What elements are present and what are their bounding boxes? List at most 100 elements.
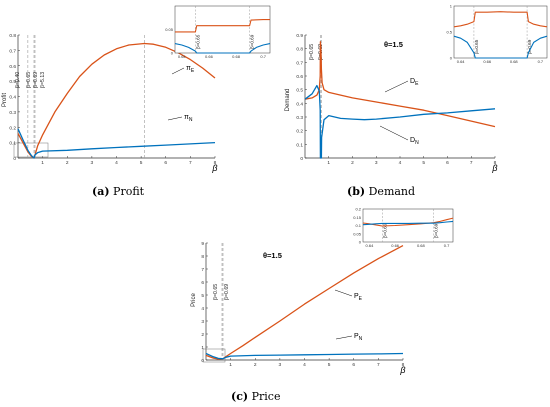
price-annotation: θ=1.5: [263, 251, 282, 260]
profit-zoom-box: [13, 142, 49, 158]
profit-inset-guide-label: β=0.65: [195, 34, 200, 49]
profit-series-label: πE: [186, 65, 195, 74]
profit-inset-guide-label: β=0.69: [250, 34, 255, 49]
demand-inset-guide-label: β=0.69: [527, 39, 532, 54]
price-y-tick-label: 1: [201, 345, 204, 351]
profit-inset-series-line: [175, 19, 270, 33]
demand-series-line: [304, 84, 496, 159]
profit-y-tick-label: 0: [13, 156, 16, 162]
profit-inset-x-tick-label: 0.64: [178, 54, 187, 59]
caption-b-text: Demand: [368, 185, 416, 198]
price-y-tick-label: 9: [201, 241, 204, 247]
demand-y-tick-label: 0.3: [296, 115, 303, 121]
demand-x-tick-label: 2: [351, 160, 354, 166]
profit-inset-series-line: [174, 43, 271, 54]
caption-a-label: (a): [92, 185, 110, 198]
profit-guide-label: β=0.69: [33, 72, 39, 88]
profit-guide-label: β=0.65: [26, 72, 32, 88]
profit-guide-label: β=0.40: [15, 72, 21, 88]
profit-series-line: [17, 42, 216, 159]
price-x-tick-label: 5: [328, 362, 331, 368]
price-y-tick-label: 4: [201, 306, 204, 312]
price-x-label: β: [399, 365, 405, 375]
profit-y-tick-label: 0.2: [9, 125, 16, 131]
price-y-tick-label: 2: [201, 332, 204, 338]
demand-inset-series-line: [453, 35, 548, 59]
price-label-pointer: [335, 335, 353, 340]
price-inset-series-line: [362, 217, 454, 227]
price-series-line: [205, 352, 404, 360]
profit-inset-frame: [174, 5, 271, 54]
profit-inset-y-tick-label: 0: [171, 51, 174, 56]
profit-y-tick-label: 0.6: [9, 64, 16, 70]
profit-y-tick-label: 0.4: [9, 95, 16, 101]
caption-a-text: Profit: [113, 185, 145, 198]
price-inset-y-tick-label: 0.05: [353, 231, 362, 236]
price-inset-y-tick-label: 0.15: [353, 215, 362, 220]
price-x-tick-label: 4: [303, 362, 306, 368]
profit-y-tick-label: 0.1: [9, 141, 16, 147]
profit-y-tick-label: 0.5: [9, 79, 16, 85]
demand-annotation: θ=1.5: [384, 40, 403, 49]
profit-x-tick-label: 7: [189, 160, 192, 166]
demand-series-label: DN: [410, 137, 419, 146]
profit-series-line: [17, 128, 216, 159]
demand-x-tick-label: 5: [422, 160, 425, 166]
demand-y-tick-label: 0.9: [296, 33, 303, 39]
price-inset-guide-label: β=0.69: [434, 223, 439, 238]
demand-y-tick-label: 0: [300, 156, 303, 162]
demand-inset-frame: [453, 5, 548, 59]
demand-y-tick-label: 0.2: [296, 129, 303, 135]
demand-inset-y-tick-label: 0.5: [446, 30, 452, 35]
profit-series-label: πN: [184, 114, 193, 123]
demand-inset-x-tick-label: 0.64: [457, 59, 466, 64]
price-series-label: PE: [354, 293, 363, 302]
panel-profit: 0 0.1 0.2 0.3 0.4 0.5 0.6 0.7 0.8 1 2 3 4 5 6 7 8β Profit…: [2, 5, 271, 173]
profit-x-tick-label: 4: [115, 160, 118, 166]
demand-inset-y-tick-label: 0: [450, 56, 453, 61]
price-inset-x-tick-label: 0.66: [391, 243, 400, 248]
demand-inset-x-tick-label: 0.7: [538, 59, 544, 64]
profit-x-label: β: [211, 163, 217, 173]
price-y-tick-label: 8: [201, 254, 204, 260]
profit-x-tick-label: 2: [66, 160, 69, 166]
price-x-tick-label: 6: [352, 362, 355, 368]
caption-b-label: (b): [347, 185, 366, 198]
profit-inset-x-tick-label: 0.7: [260, 54, 266, 59]
demand-x-tick-label: 4: [399, 160, 402, 166]
caption-c: (c) Price: [231, 390, 280, 403]
profit-x-tick-label: 8: [214, 160, 217, 166]
price-zoom-box: [202, 348, 226, 363]
profit-y-tick-label: 0.7: [9, 48, 16, 54]
demand-x-tick-label: 3: [375, 160, 378, 166]
demand-inset-x-tick-label: 0.68: [510, 59, 519, 64]
price-y-tick-label: 3: [201, 319, 204, 325]
demand-x-tick-label: 8: [494, 160, 497, 166]
demand-y-tick-label: 0.5: [296, 88, 303, 94]
price-y-tick-label: 7: [201, 267, 204, 273]
profit-inset-x-tick-label: 0.66: [205, 54, 214, 59]
profit-label-pointer: [171, 67, 185, 75]
demand-inset-x-tick-label: 0.66: [483, 59, 492, 64]
demand-x-tick-label: 6: [446, 160, 449, 166]
demand-series-line: [304, 41, 496, 128]
price-x-tick-label: 3: [279, 362, 282, 368]
price-inset-y-tick-label: 0.1: [355, 223, 361, 228]
demand-inset-y-tick-label: 1: [450, 4, 453, 9]
price-x-tick-label: 8: [402, 362, 405, 368]
profit-y-tick-label: 0.3: [9, 110, 16, 116]
demand-inset-guide-label: β=0.65: [474, 39, 479, 54]
profit-x-tick-label: 1: [41, 160, 44, 166]
demand-y-tick-label: 0.8: [296, 47, 303, 53]
price-x-tick-label: 7: [377, 362, 380, 368]
profit-guide-label: β=5.13: [40, 72, 46, 88]
price-inset-guide-label: β=0.65: [382, 223, 387, 238]
price-y-tick-label: 5: [201, 293, 204, 299]
demand-label-pointer: [384, 80, 409, 93]
price-label-pointer: [334, 289, 353, 297]
price-guide-label: β=0.65: [213, 284, 219, 300]
price-guide-label: β=0.69: [224, 284, 230, 300]
profit-x-tick-label: 5: [140, 160, 143, 166]
demand-x-tick-label: 7: [470, 160, 473, 166]
